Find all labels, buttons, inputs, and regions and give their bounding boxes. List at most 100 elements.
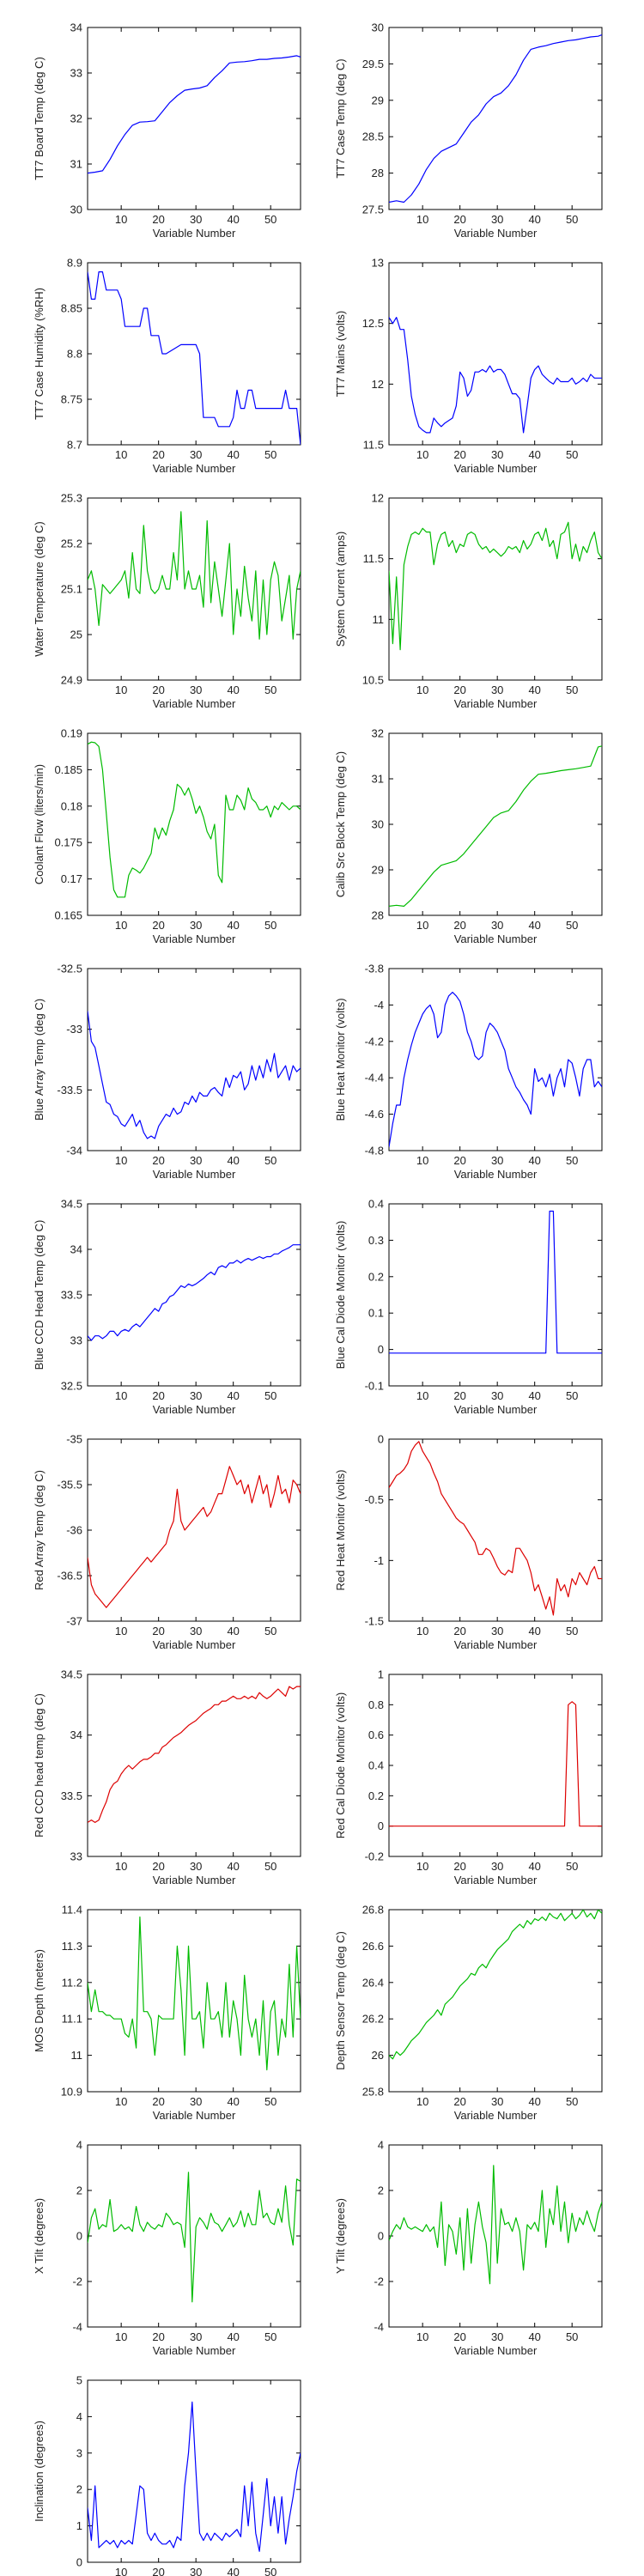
x-tick-label: 50 <box>264 2095 276 2108</box>
x-tick-label: 30 <box>491 919 503 932</box>
chart-panel-5: 10 20 30 40 50 24.9 25 25.1 25.2 25.3 Variable Num… <box>33 492 301 710</box>
x-tick-label: 10 <box>115 448 127 461</box>
x-tick-label: 40 <box>528 1625 540 1637</box>
x-tick-label: 40 <box>528 1389 540 1402</box>
x-tick-label: 10 <box>416 1154 428 1167</box>
x-tick-label: 10 <box>115 213 127 226</box>
y-tick-label: 12.5 <box>362 317 384 330</box>
y-tick-label: 0.19 <box>61 727 82 740</box>
x-tick-label: 10 <box>416 213 428 226</box>
chart-panel-10: 10 20 30 40 50 -4.8 -4.6 -4.4 -4.2 -4 -3.8 Variable… <box>334 963 603 1181</box>
y-tick-label: -33.5 <box>57 1084 82 1097</box>
y-tick-label: 31 <box>70 158 82 171</box>
x-axis-label: Variable Number <box>454 227 538 240</box>
y-tick-label: -4 <box>374 2321 384 2334</box>
plot-frame <box>87 968 301 1151</box>
plot-frame <box>87 262 301 446</box>
series-line <box>389 1441 602 1616</box>
y-axis-label: TT7 Mains (volts) <box>334 311 347 397</box>
x-tick-label: 40 <box>227 213 239 226</box>
chart-panel-11: 10 20 30 40 50 32.5 33 33.5 34 34.5 Variable Numbe… <box>33 1198 301 1416</box>
plot-frame <box>388 1909 603 2093</box>
x-tick-label: 20 <box>453 448 465 461</box>
series-line <box>389 1910 602 2060</box>
y-axis-label: Water Temperature (deg C) <box>33 521 46 657</box>
x-axis-label: Variable Number <box>153 227 236 240</box>
x-tick-label: 30 <box>190 683 202 696</box>
y-tick-label: 11.2 <box>62 1976 82 1989</box>
x-tick-label: 30 <box>190 2095 202 2108</box>
x-tick-label: 10 <box>115 1389 127 1402</box>
x-axis-label: Variable Number <box>454 933 538 945</box>
y-axis-label: X Tilt (degrees) <box>33 2198 46 2274</box>
y-tick-label: 0.17 <box>61 872 82 885</box>
y-tick-label: 11 <box>71 2049 83 2062</box>
x-tick-label: 50 <box>264 1625 276 1637</box>
plot-frame <box>87 1438 301 1622</box>
x-tick-label: 40 <box>528 448 540 461</box>
series-line <box>389 33 602 204</box>
x-tick-label: 40 <box>227 448 239 461</box>
x-tick-label: 20 <box>453 2330 465 2343</box>
y-tick-label: 0.2 <box>368 1270 384 1283</box>
plot-frame <box>87 1203 301 1387</box>
y-tick-label: -2 <box>374 2275 384 2288</box>
chart-panel-12: 10 20 30 40 50 -0.1 0 0.1 0.2 0.3 0.4 Variable Numb… <box>334 1198 603 1416</box>
x-tick-label: 10 <box>115 2330 127 2343</box>
x-axis-label: Variable Number <box>454 1403 538 1416</box>
y-tick-label: 3 <box>76 2446 82 2459</box>
x-tick-label: 20 <box>453 1625 465 1637</box>
series-line <box>389 521 602 651</box>
x-tick-label: 20 <box>453 1860 465 1873</box>
x-tick-label: 20 <box>152 2566 164 2576</box>
series-line <box>389 1701 602 1827</box>
x-tick-label: 10 <box>416 448 428 461</box>
x-axis-label: Variable Number <box>153 1874 236 1886</box>
x-axis-label: Variable Number <box>454 2344 538 2357</box>
y-tick-label: 25.2 <box>61 538 82 550</box>
y-tick-label: 32.5 <box>61 1380 82 1393</box>
y-tick-label: -0.2 <box>365 1850 384 1863</box>
x-tick-label: 40 <box>227 1154 239 1167</box>
y-tick-label: 33.5 <box>61 1789 82 1802</box>
y-tick-label: 0 <box>76 2556 82 2569</box>
y-tick-label: 31 <box>372 773 384 786</box>
y-axis-label: Y Tilt (degrees) <box>334 2198 347 2274</box>
y-tick-label: 28 <box>372 909 384 922</box>
y-tick-label: 0.175 <box>54 836 82 849</box>
y-axis-label: Blue Heat Monitor (volts) <box>334 998 347 1121</box>
y-axis-label: Depth Sensor Temp (deg C) <box>334 1931 347 2070</box>
y-tick-label: 26.8 <box>362 1904 384 1917</box>
y-tick-label: 0.2 <box>368 1789 384 1802</box>
x-tick-label: 20 <box>453 1389 465 1402</box>
x-tick-label: 20 <box>152 1154 164 1167</box>
x-tick-label: 10 <box>416 1389 428 1402</box>
y-tick-label: 12 <box>372 492 384 505</box>
x-tick-label: 40 <box>227 683 239 696</box>
x-tick-label: 20 <box>152 919 164 932</box>
plot-frame <box>388 1438 603 1622</box>
y-tick-label: 33 <box>70 1334 82 1347</box>
y-tick-label: -34 <box>66 1145 82 1157</box>
x-tick-label: 40 <box>528 2330 540 2343</box>
x-axis-label: Variable Number <box>454 697 538 710</box>
x-tick-label: 20 <box>152 2330 164 2343</box>
x-tick-label: 40 <box>227 1625 239 1637</box>
y-tick-label: 0.18 <box>61 799 82 812</box>
y-tick-label: 11.3 <box>62 1940 82 1953</box>
y-tick-label: -0.5 <box>365 1493 384 1506</box>
chart-panel-21: 1020304050012345Variable NumberInclinati… <box>33 2374 301 2576</box>
plot-frame <box>388 1674 603 1857</box>
y-tick-label: 11 <box>373 613 385 626</box>
x-tick-label: 30 <box>190 448 202 461</box>
x-tick-label: 50 <box>566 213 578 226</box>
x-tick-label: 10 <box>416 683 428 696</box>
y-tick-label: 34 <box>70 21 82 34</box>
chart-panel-9: 10 20 30 40 50 -34 -33.5 -33 -32.5 Variable Numbe… <box>33 963 301 1181</box>
y-tick-label: 24.9 <box>61 674 82 687</box>
x-tick-label: 40 <box>528 683 540 696</box>
x-tick-label: 50 <box>566 2330 578 2343</box>
x-tick-label: 10 <box>115 1625 127 1637</box>
plot-frame <box>388 968 603 1151</box>
